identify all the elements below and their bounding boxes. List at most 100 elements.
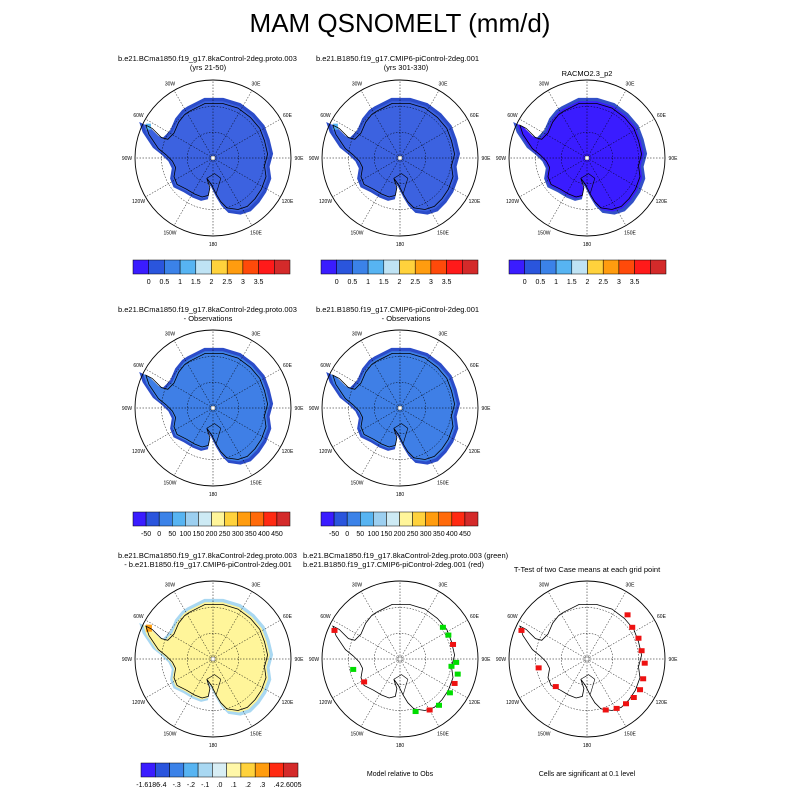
latitude-circle: [374, 132, 426, 184]
pole-marker: [584, 155, 590, 161]
meridian-line: [586, 157, 627, 226]
colorbar-label: 3: [429, 279, 433, 286]
colorbar-box: [540, 259, 557, 275]
pole-marker: [397, 155, 403, 161]
longitude-label: 90E: [482, 406, 492, 412]
map-border: [134, 329, 292, 487]
colorbar-label: 2: [586, 279, 590, 286]
meridian-line: [212, 368, 281, 409]
significant-cell: [602, 707, 609, 713]
colorbar-box: [508, 259, 525, 275]
meridian-line: [145, 658, 214, 699]
significant-cell: [640, 676, 647, 682]
longitude-label: 150E: [624, 731, 636, 737]
panel-title-line2: (yrs 301-330): [383, 62, 429, 72]
colorbar-box: [158, 511, 173, 527]
ice-shelf-line: [206, 674, 222, 695]
panel-title-p6: b.e21.BCma1850.f19_g17.8kaControl-2deg.p…: [118, 551, 298, 569]
longitude-label: 30E: [252, 332, 262, 338]
colorbar-label: 0: [157, 531, 161, 538]
colorbar-box: [425, 511, 439, 527]
pole-marker: [397, 656, 403, 662]
colorbar-p4: -50 0 50 100 150 200 250 300 350 400 450: [132, 511, 291, 538]
meridian-line: [173, 157, 214, 226]
meridian-line: [586, 591, 627, 660]
colorbar-box: [254, 762, 270, 778]
meridian-line: [173, 658, 214, 727]
significant-cell: [436, 702, 442, 708]
meridian-line: [399, 591, 440, 660]
pole-marker: [584, 656, 590, 662]
longitude-label: 30W: [352, 583, 363, 589]
colorbar-label: -50: [141, 531, 151, 538]
colorbar-box: [195, 259, 212, 275]
latitude-circle: [561, 132, 613, 184]
pole-marker: [210, 155, 216, 161]
colorbar-box: [274, 259, 291, 275]
longitude-label: 180: [396, 492, 405, 498]
significant-cell: [412, 709, 419, 715]
colorbar-label: .2: [245, 782, 251, 789]
meridian-line: [212, 90, 253, 159]
colorbar-box: [240, 762, 256, 778]
colorbar-box: [386, 511, 400, 527]
map-border: [321, 580, 479, 738]
meridian-line: [332, 118, 401, 159]
panel-title-line1: b.e21.BCma1850.f19_g17.8kaControl-2deg.p…: [118, 551, 297, 560]
coastline: [145, 353, 269, 460]
significant-cell: [641, 660, 648, 666]
ice-shelf-line: [206, 173, 222, 194]
colorbar-box: [258, 259, 275, 275]
colorbar-box: [197, 762, 213, 778]
meridian-line: [360, 340, 401, 409]
longitude-label: 90E: [295, 406, 305, 412]
meridian-line: [212, 658, 281, 699]
longitude-label: 150E: [437, 731, 449, 737]
longitude-label: 90W: [309, 657, 320, 663]
meridian-line: [360, 157, 401, 226]
significant-cell: [630, 695, 637, 700]
ice-shelf-line: [206, 423, 222, 444]
significant-cell: [635, 635, 642, 641]
significant-cell: [454, 671, 461, 677]
colorbar-box: [164, 259, 181, 275]
colorbar-label: .4: [274, 782, 280, 789]
colorbar-box: [132, 259, 149, 275]
ice-shelf-line: [580, 173, 596, 194]
colorbar-label: 1: [178, 279, 182, 286]
longitude-label: 60E: [657, 113, 667, 119]
colorbar-label: 1.5: [379, 279, 389, 286]
longitude-label: 180: [209, 743, 218, 749]
longitude-label: 30W: [539, 82, 550, 88]
colorbar-box: [462, 259, 479, 275]
longitude-label: 120W: [506, 700, 519, 706]
meridian-line: [519, 157, 588, 198]
colorbar-p6: -1.6186-.4 -.3 -.2 -.1 .0 .1 .2 .3 .4 2.6005: [136, 762, 302, 789]
map-panel-p2: 180 150E 120E 90E 60E 30E 30W 60W 90W 120W 150W: [309, 79, 491, 248]
colorbar-box: [169, 762, 185, 778]
colorbar-box: [571, 259, 588, 275]
map-border: [134, 580, 292, 738]
colorbar-label: 100: [179, 531, 191, 538]
colorbar-label: 100: [367, 531, 379, 538]
colorbar-p3: 0 0.5 1 1.5 2 2.5 3 3.5: [508, 259, 667, 286]
coastline: [519, 604, 643, 711]
colorbar-box: [148, 259, 165, 275]
panel-title-p4: b.e21.BCma1850.f19_g17.8kaControl-2deg.p…: [118, 305, 298, 323]
ice-shelf-line: [393, 423, 409, 444]
colorbar-label: 2.5: [222, 279, 232, 286]
longitude-label: 180: [396, 743, 405, 749]
longitude-label: 120W: [132, 449, 145, 455]
colorbar-label: .0: [217, 782, 223, 789]
continent-fill: [143, 602, 270, 713]
longitude-label: 120W: [319, 700, 332, 706]
meridian-line: [173, 591, 214, 660]
longitude-label: 90W: [122, 406, 133, 412]
colorbar-box: [555, 259, 573, 275]
coastline: [332, 604, 456, 711]
colorbar-label: -.3: [173, 782, 181, 789]
colorbar-box: [320, 259, 337, 275]
longitude-label: 60W: [133, 363, 144, 369]
colorbar-box: [224, 511, 238, 527]
continent-fill: [330, 101, 457, 212]
